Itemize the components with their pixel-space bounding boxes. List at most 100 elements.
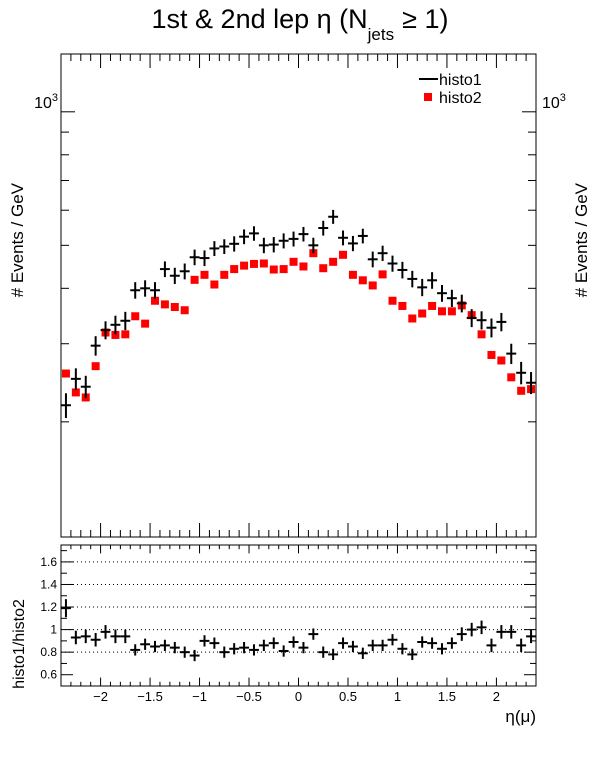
x-tick-label: −1.5 <box>137 689 163 704</box>
histo2-point <box>131 312 140 321</box>
histo1-point <box>506 343 517 365</box>
x-tick-label: −1 <box>192 689 207 704</box>
histo1-point <box>219 239 230 254</box>
x-tick-label: −2 <box>93 689 108 704</box>
histo1-point <box>249 226 259 241</box>
ratio-point <box>169 642 180 654</box>
histo1-markers <box>61 209 536 419</box>
ratio-frame <box>60 544 537 687</box>
histo1-point <box>427 272 438 289</box>
histo2-point <box>240 261 249 270</box>
histo2-point <box>71 388 80 397</box>
histo1-point <box>140 280 151 297</box>
ratio-point <box>110 629 121 644</box>
histo1-point <box>516 361 527 385</box>
histo1-point <box>150 282 160 299</box>
histo2-point <box>289 257 298 266</box>
histo2-point <box>269 265 278 274</box>
ratio-point <box>189 649 200 662</box>
histo1-point <box>367 251 378 268</box>
histo1-point <box>90 336 101 356</box>
histo2-point <box>339 250 348 259</box>
histo2-markers <box>61 249 536 402</box>
histo2-point <box>447 307 456 316</box>
ratio-point <box>308 628 319 640</box>
histo2-point <box>210 280 219 289</box>
ratio-y-tick-label: 1.2 <box>40 600 57 614</box>
histo2-point <box>477 330 486 339</box>
histo2-point <box>418 309 427 318</box>
histo1-point <box>526 372 536 395</box>
histo1-point <box>298 226 309 242</box>
top-y-axis-label: # Events / GeV <box>8 182 27 297</box>
histo1-point <box>338 230 348 246</box>
histo2-point <box>348 270 357 279</box>
histo2-point <box>507 373 516 382</box>
ratio-point <box>446 637 457 649</box>
ratio-y-ticks: 0.6 0.8 1 1.2 1.4 1.6 <box>40 550 536 687</box>
ratio-point <box>466 622 477 637</box>
legend-histo2-swatch <box>424 93 432 101</box>
x-tick-label: 0.5 <box>339 689 357 704</box>
ratio-point <box>90 632 101 647</box>
ratio-point <box>278 645 289 657</box>
ratio-point <box>199 635 210 647</box>
histo1-point <box>486 318 497 338</box>
title-tail: ≥ 1) <box>402 4 448 34</box>
histo1-point <box>407 270 418 288</box>
histo2-point <box>279 265 288 274</box>
ratio-y-tick-label: 0.6 <box>40 668 57 682</box>
histo2-point <box>487 350 496 359</box>
histo1-point <box>437 284 447 302</box>
histo2-point <box>319 264 328 273</box>
ratio-point <box>298 642 309 654</box>
top-y-ticks <box>61 111 536 423</box>
ratio-point <box>318 646 329 658</box>
histo2-point <box>437 307 446 316</box>
ratio-point <box>437 643 447 655</box>
histo2-point <box>220 270 229 279</box>
ratio-point <box>347 640 358 653</box>
ratio-point <box>179 646 190 658</box>
histo1-point <box>308 237 319 254</box>
ratio-y-tick-label: 1.4 <box>40 577 57 591</box>
histo1-point <box>328 209 339 224</box>
histo1-point <box>357 228 368 244</box>
legend-histo1-label: histo1 <box>439 72 482 89</box>
histo2-point <box>259 259 268 268</box>
ratio-grid <box>61 561 536 653</box>
histo2-point <box>408 314 417 323</box>
x-axis-label: η(μ) <box>505 707 536 726</box>
x-tick-label: 2 <box>493 689 500 704</box>
histo1-point <box>239 229 250 245</box>
histo1-point <box>209 241 220 257</box>
histo2-point <box>249 259 258 268</box>
ratio-x-ticks: −2 −1.5 −1 −0.5 0 0.5 1 1.5 2 <box>60 545 537 704</box>
histo1-point <box>496 312 507 332</box>
ratio-point <box>456 627 467 641</box>
ratio-point <box>239 642 250 654</box>
ratio-point <box>397 643 408 655</box>
ratio-point <box>258 639 269 652</box>
histo2-point <box>111 330 120 339</box>
histo2-point <box>151 296 160 305</box>
top-y-tick-label: 103 <box>34 92 58 112</box>
top-frame <box>60 53 537 538</box>
ratio-y-tick-label: 0.8 <box>40 645 57 659</box>
ratio-point <box>229 643 240 655</box>
histo2-point <box>141 319 150 328</box>
histo2-point <box>200 270 209 279</box>
x-tick-label: 1 <box>394 689 401 704</box>
ratio-point <box>377 639 388 652</box>
histo1-point <box>189 249 200 266</box>
ratio-point <box>288 636 299 648</box>
ratio-point <box>526 629 536 644</box>
histo2-point <box>61 369 70 378</box>
histo1-point <box>466 309 477 328</box>
histo1-point <box>159 261 170 278</box>
ratio-point <box>496 625 507 639</box>
top-y-axis-label-right: # Events / GeV <box>572 182 591 297</box>
histo1-point <box>288 231 299 247</box>
histo1-point <box>278 233 289 249</box>
histo2-point <box>398 301 407 310</box>
